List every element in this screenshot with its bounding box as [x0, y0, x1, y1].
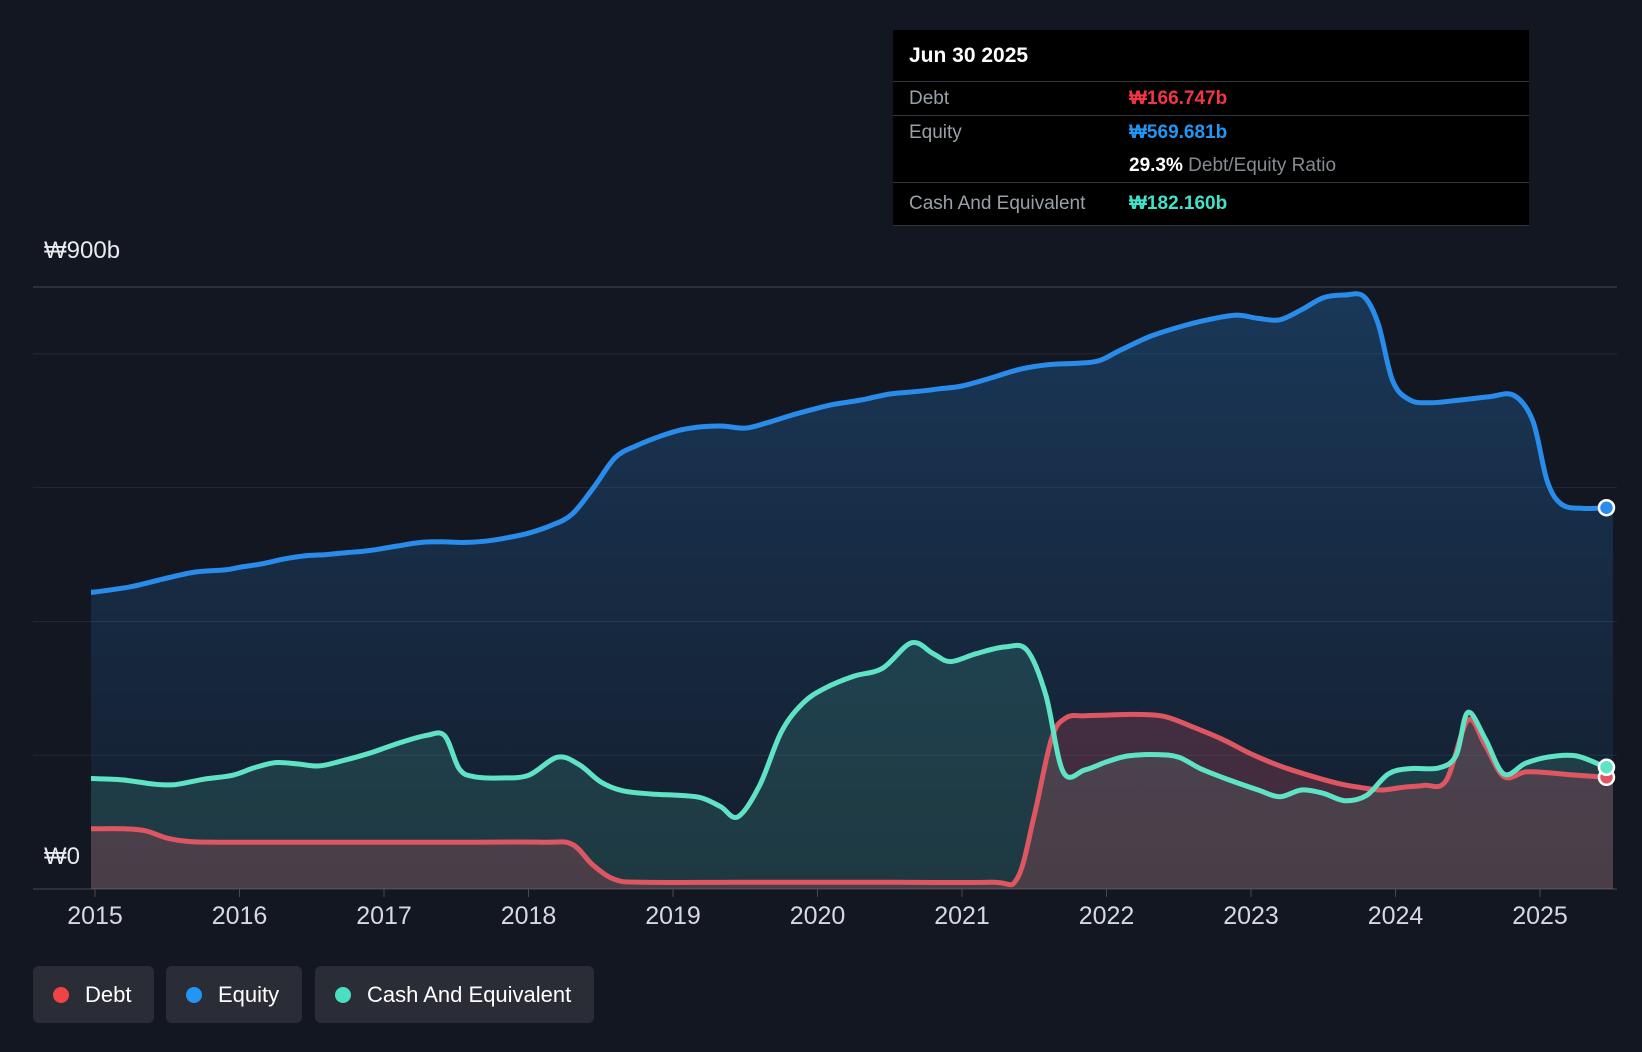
tooltip-ratio-label: Debt/Equity Ratio: [1182, 154, 1337, 176]
tooltip-ratio-value: 29.3%: [1129, 154, 1183, 176]
x-axis-label-2022: 2022: [1078, 902, 1135, 930]
x-axis-label-2025: 2025: [1512, 902, 1568, 930]
cash-series-dot-icon: [335, 986, 351, 1003]
equity-series-dot-icon: [186, 986, 202, 1003]
tooltip-row-ratio: 29.3% Debt/Equity Ratio: [893, 149, 1529, 183]
tooltip-row-debt: Debt ₩166.747b: [893, 82, 1529, 116]
x-axis-label-2017: 2017: [356, 902, 412, 930]
area-debt: [91, 714, 1613, 889]
tooltip-equity-value: ₩569.681b: [1129, 121, 1228, 143]
legend-cash-label: Cash And Equivalent: [367, 981, 572, 1007]
legend-debt-label: Debt: [85, 981, 132, 1007]
x-axis-label-2021: 2021: [934, 902, 990, 930]
tooltip-date: Jun 30 2025: [893, 30, 1529, 82]
tooltip-debt-value: ₩166.747b: [1129, 87, 1228, 109]
x-axis-label-2015: 2015: [67, 902, 123, 930]
tooltip-cash-value: ₩182.160b: [1129, 193, 1228, 214]
tooltip-equity-label: Equity: [909, 121, 962, 143]
area-equity: [91, 293, 1613, 889]
debt-series-dot-icon: [53, 986, 69, 1003]
hover-tooltip: Jun 30 2025 Debt ₩166.747b Equity ₩569.6…: [893, 30, 1529, 226]
y-axis-label-900b: ₩900b: [44, 237, 121, 264]
x-axis-label-2023: 2023: [1223, 902, 1279, 930]
x-axis-label-2019: 2019: [645, 902, 701, 930]
line-equity: [91, 291, 1613, 595]
tooltip-row-equity: Equity ₩569.681b: [893, 116, 1529, 149]
legend-equity-label: Equity: [218, 981, 280, 1007]
x-axis-label-2018: 2018: [500, 902, 557, 930]
tooltip-row-cash: Cash And Equivalent ₩182.160b: [893, 183, 1529, 226]
x-axis-label-2016: 2016: [211, 902, 268, 930]
marker-cash-and-equivalent: [1597, 758, 1616, 777]
legend-item-debt[interactable]: Debt: [33, 966, 155, 1023]
x-axis-label-2020: 2020: [789, 902, 846, 930]
legend-item-cash[interactable]: Cash And Equivalent: [315, 966, 595, 1023]
y-axis-label-0: ₩0: [44, 843, 80, 870]
area-cash-and-equivalent: [91, 642, 1613, 889]
marker-equity: [1597, 498, 1616, 517]
line-cash-and-equivalent: [91, 639, 1613, 820]
tooltip-cash-label: Cash And Equivalent: [909, 193, 1086, 214]
x-axis-label-2024: 2024: [1367, 902, 1424, 930]
tooltip-debt-label: Debt: [909, 87, 950, 109]
legend-item-equity[interactable]: Equity: [166, 966, 303, 1023]
